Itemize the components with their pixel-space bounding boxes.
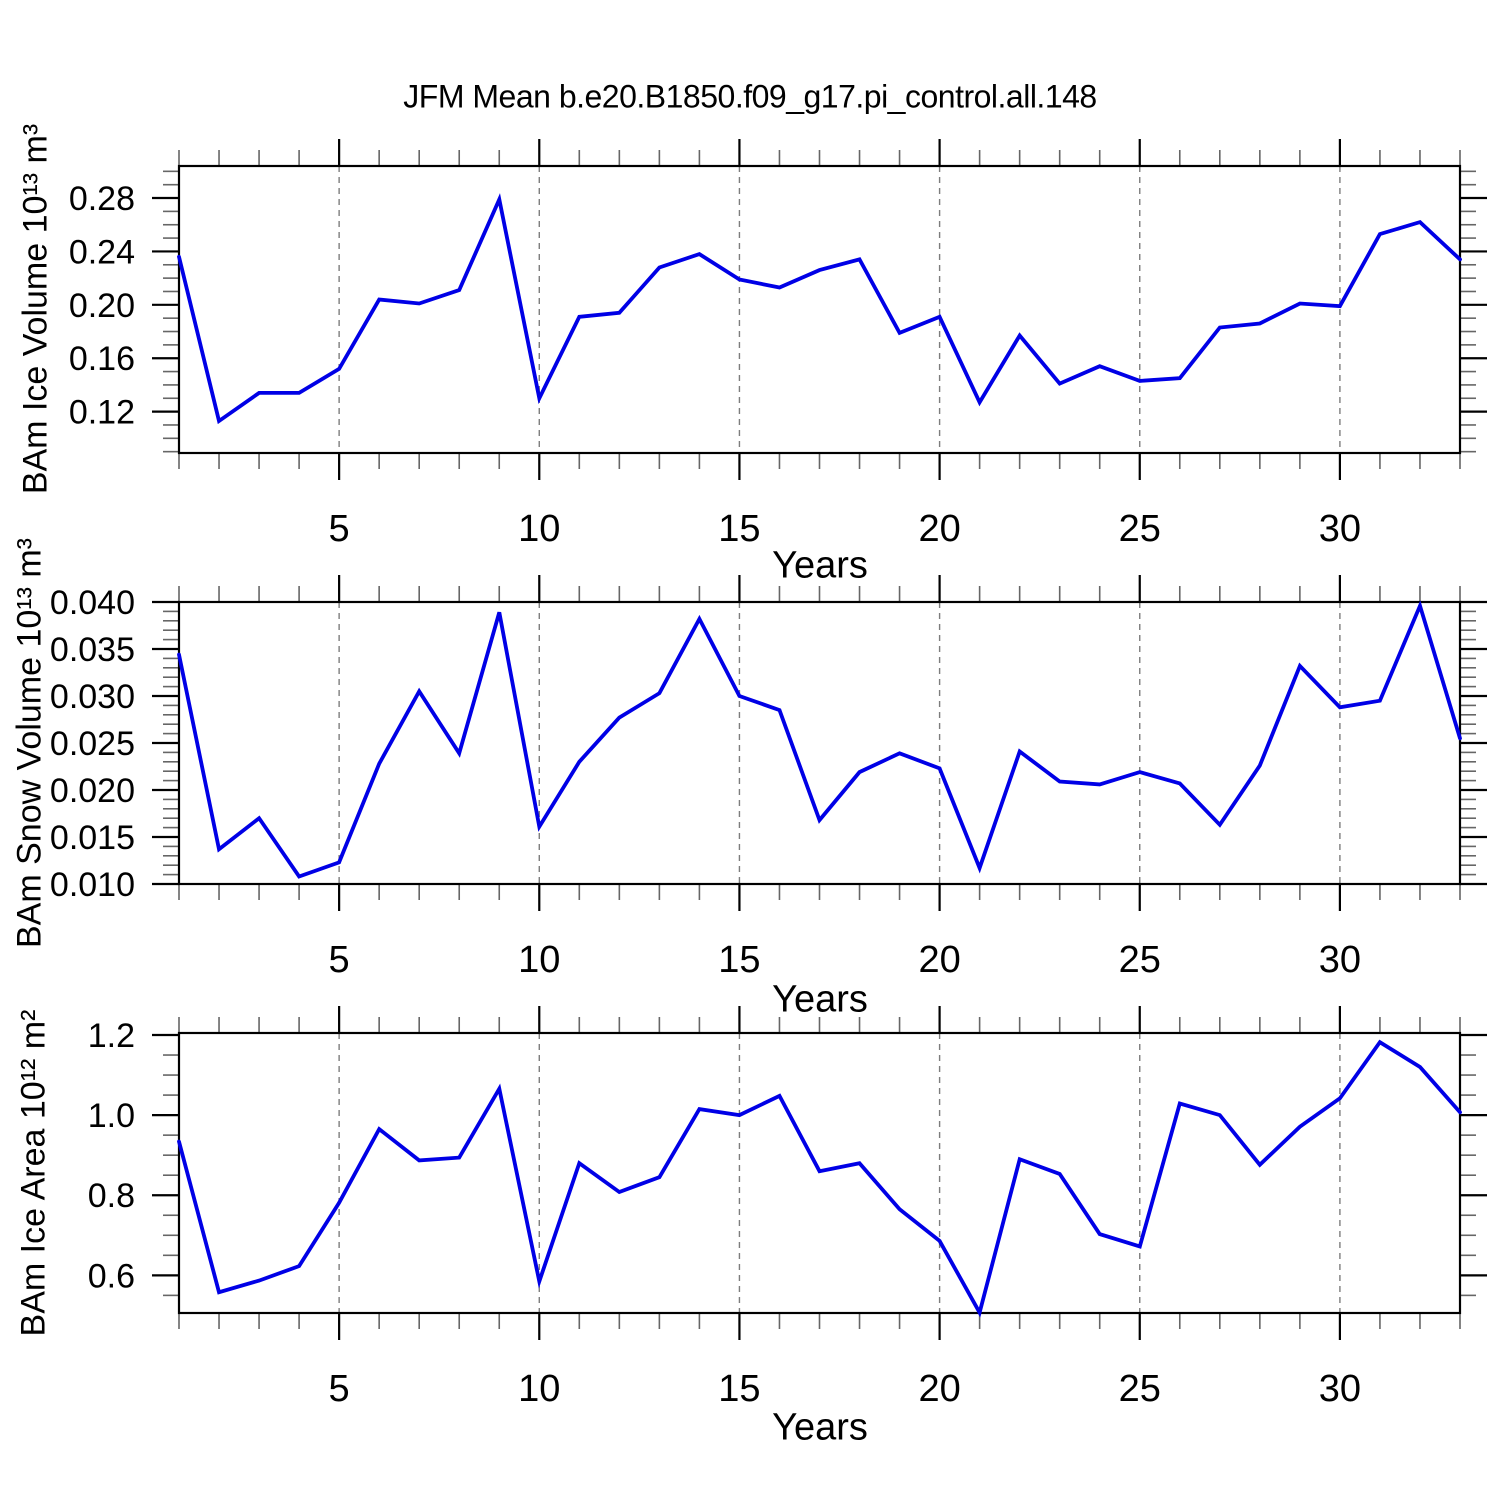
x-tick-label: 15 bbox=[718, 508, 760, 550]
x-tick-label: 25 bbox=[1119, 508, 1161, 550]
y-axis-title-snow-volume: BAm Snow Volume 10¹³ m³ bbox=[10, 537, 49, 949]
panel-3: 5 10 15 20 25 30 0.6 0.8 1.0 1.2 bbox=[88, 1006, 1487, 1410]
y-tick-label: 0.28 bbox=[69, 180, 135, 218]
x-tick-label: 5 bbox=[329, 508, 350, 550]
x-tick-label: 25 bbox=[1119, 939, 1161, 981]
panel-2: 5 10 15 20 25 30 0.010 0.015 0.020 0.025 0.030 0.03… bbox=[50, 575, 1487, 981]
x-axis-label-years-panel3: Years bbox=[772, 1406, 868, 1449]
x-tick-label: 15 bbox=[718, 1368, 760, 1410]
y-tick-label: 0.8 bbox=[88, 1177, 135, 1215]
x-tick-label: 5 bbox=[329, 1368, 350, 1410]
x-axis-label-years-panel1: Years bbox=[772, 544, 868, 587]
x-tick-label: 5 bbox=[329, 939, 350, 981]
y-tick-label: 0.015 bbox=[50, 819, 135, 857]
data-line bbox=[177, 600, 1462, 879]
x-tick-label: 10 bbox=[518, 1368, 560, 1410]
x-tick-label: 20 bbox=[918, 1368, 960, 1410]
panel-1: 5 10 15 20 25 30 0.12 0.16 0.20 0.24 0.28 bbox=[69, 139, 1487, 550]
x-tick-label: 10 bbox=[518, 939, 560, 981]
x-tick-label: 10 bbox=[518, 508, 560, 550]
y-axis-title-ice-area: BAm Ice Area 10¹² m² bbox=[14, 1009, 53, 1337]
x-tick-label: 20 bbox=[918, 508, 960, 550]
x-tick-label: 25 bbox=[1119, 1368, 1161, 1410]
y-tick-label: 0.24 bbox=[69, 233, 135, 271]
y-tick-label: 0.040 bbox=[50, 584, 135, 622]
x-tick-label: 30 bbox=[1319, 939, 1361, 981]
data-line bbox=[177, 1039, 1462, 1318]
x-axis-label-years-panel2: Years bbox=[772, 978, 868, 1021]
plot-border bbox=[177, 164, 1462, 455]
x-tick-label: 30 bbox=[1319, 508, 1361, 550]
y-tick-label: 1.0 bbox=[88, 1097, 135, 1135]
plot-border bbox=[177, 1031, 1462, 1315]
x-tick-label: 15 bbox=[718, 939, 760, 981]
x-tick-label: 20 bbox=[918, 939, 960, 981]
y-tick-label: 0.12 bbox=[69, 394, 135, 432]
y-tick-label: 0.020 bbox=[50, 772, 135, 810]
y-tick-label: 0.16 bbox=[69, 340, 135, 378]
y-tick-label: 0.010 bbox=[50, 866, 135, 904]
y-tick-label: 0.035 bbox=[50, 631, 135, 669]
y-tick-label: 0.030 bbox=[50, 678, 135, 716]
data-line bbox=[177, 193, 1462, 425]
y-tick-label: 0.20 bbox=[69, 287, 135, 325]
plot-border bbox=[177, 600, 1462, 886]
y-tick-label: 0.025 bbox=[50, 725, 135, 763]
y-tick-label: 0.6 bbox=[88, 1257, 135, 1295]
x-tick-label: 30 bbox=[1319, 1368, 1361, 1410]
y-axis-title-ice-volume: BAm Ice Volume 10¹³ m³ bbox=[16, 123, 55, 495]
y-tick-label: 1.2 bbox=[88, 1017, 135, 1055]
chart-title: JFM Mean b.e20.B1850.f09_g17.pi_control.… bbox=[403, 78, 1097, 115]
